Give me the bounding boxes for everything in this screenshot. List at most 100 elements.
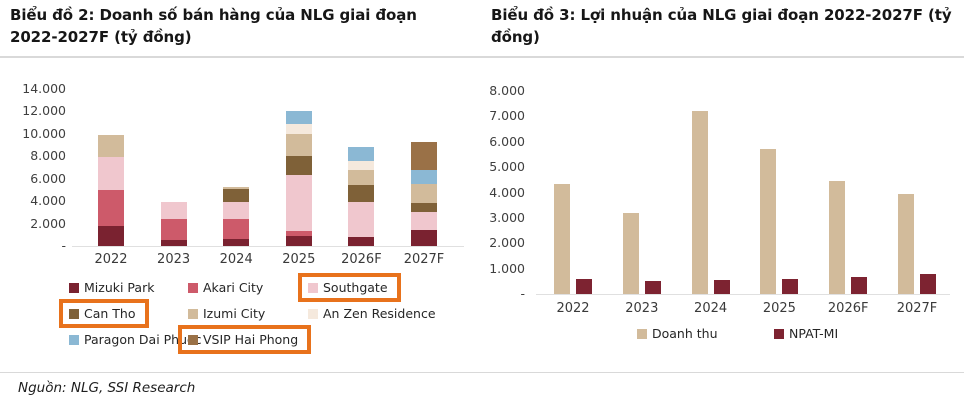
legend-swatch-can-tho: [69, 308, 79, 319]
bar-segment-can-tho: [285, 156, 312, 176]
bar-segment-an-zen-residence: [285, 123, 312, 134]
legend-swatch-izumi-city: [188, 308, 198, 319]
header-divider: [0, 56, 964, 58]
bar-segment-akari-city: [285, 231, 312, 236]
x-axis-label: 2026F: [341, 252, 382, 267]
bar-segment-can-tho: [348, 185, 375, 203]
legend-item-doanh-thu: Doanh thu: [637, 327, 718, 340]
y-axis-label: -: [520, 286, 525, 302]
legend-swatch-npat-mi: [774, 328, 784, 339]
bar-segment-mizuki-park: [160, 240, 187, 246]
bar-segment-paragon-dai-phuoc: [348, 147, 375, 161]
x-axis-label: 2024: [219, 252, 253, 267]
legend-item-mizuki-park: Mizuki Park: [69, 281, 154, 294]
bar-segment-paragon-dai-phuoc: [411, 169, 437, 185]
legend-swatch-mizuki-park: [69, 282, 79, 293]
bar-segment-an-zen-residence: [348, 160, 375, 170]
bar-npat-mi: [713, 280, 730, 294]
legend-item-southgate-highlighted: Southgate: [298, 273, 401, 302]
bar-npat-mi: [644, 281, 661, 294]
legend-label: NPAT-MI: [789, 326, 839, 341]
bar-doanh-thu: [898, 193, 914, 294]
bar-segment-izumi-city: [411, 184, 437, 204]
bar-doanh-thu: [691, 111, 708, 294]
bar-segment-vsip-hai-phong: [411, 141, 437, 170]
bar-segment-southgate: [98, 157, 124, 190]
legend-label: Southgate: [323, 280, 388, 295]
legend-swatch-akari-city: [188, 282, 198, 293]
x-axis-label: 2026F: [827, 301, 869, 316]
bar-segment-can-tho: [411, 203, 437, 213]
legend-swatch-an-zen-residence: [308, 308, 318, 319]
legend-label: Mizuki Park: [84, 280, 155, 295]
legend-item-can-tho-highlighted: Can Tho: [59, 299, 149, 328]
bar-segment-izumi-city: [98, 134, 124, 158]
legend-label: Doanh thu: [652, 326, 718, 341]
legend-swatch-southgate: [308, 282, 318, 293]
legend-label: VSIP Hai Phong: [203, 332, 299, 347]
y-axis-label: 7.000: [489, 108, 525, 124]
legend-label: Izumi City: [203, 306, 266, 321]
bar-doanh-thu: [760, 149, 777, 294]
source-note: Nguồn: NLG, SSI Research: [18, 380, 196, 396]
legend-label: Can Tho: [84, 306, 136, 321]
bar-doanh-thu: [829, 181, 846, 294]
legend-swatch-doanh-thu: [637, 328, 647, 339]
y-axis-label: 3.000: [489, 210, 525, 225]
bar-segment-izumi-city: [348, 169, 375, 186]
bar-segment-southgate: [160, 202, 187, 220]
bar-doanh-thu: [554, 183, 570, 294]
chart-title-profit: Biểu đồ 3: Lợi nhuận của NLG giai đoạn 2…: [491, 6, 952, 46]
bar-segment-mizuki-park: [98, 225, 124, 246]
legend-swatch-vsip-hai-phong: [188, 334, 198, 345]
y-axis-label: 2.000: [30, 215, 66, 231]
bar-segment-izumi-city: [223, 186, 250, 189]
bar-segment-southgate: [348, 202, 375, 237]
bar-segment-mizuki-park: [285, 235, 312, 246]
legend-label: Akari City: [203, 280, 264, 295]
y-axis-label: 1.000: [489, 260, 525, 276]
legend-swatch-paragon-dai-phuoc: [69, 334, 79, 345]
x-axis-label: 2024: [694, 301, 728, 316]
legend-item-akari-city: Akari City: [188, 281, 263, 294]
x-axis-label: 2023: [625, 301, 659, 316]
x-axis-label: 2025: [762, 301, 796, 316]
y-axis-label: 12.000: [22, 103, 66, 119]
y-axis-label: 10.000: [22, 125, 66, 141]
y-axis-label: 8.000: [489, 83, 525, 98]
y-axis-label: 2.000: [489, 235, 525, 251]
x-axis-label: 2027F: [403, 252, 445, 267]
bar-segment-mizuki-park: [411, 230, 437, 246]
bar-segment-akari-city: [223, 219, 250, 240]
y-axis-label: 6.000: [30, 170, 66, 186]
bar-npat-mi: [576, 279, 592, 294]
y-axis-label: 14.000: [22, 81, 66, 96]
y-axis-label: 6.000: [489, 133, 525, 149]
legend-item-izumi-city: Izumi City: [188, 307, 265, 320]
x-axis-baseline: [536, 294, 950, 295]
x-axis-label: 2022: [556, 301, 590, 316]
bar-segment-mizuki-park: [348, 237, 375, 246]
chart-title-sales: Biểu đồ 2: Doanh số bán hàng của NLG gia…: [10, 6, 417, 46]
x-axis-label: 2022: [94, 252, 128, 267]
bar-segment-southgate: [223, 202, 250, 220]
bar-segment-southgate: [411, 212, 437, 231]
bar-doanh-thu: [622, 212, 639, 294]
x-axis-label: 2025: [282, 252, 316, 267]
bar-segment-akari-city: [160, 219, 187, 241]
legend-item-npat-mi: NPAT-MI: [774, 327, 838, 340]
y-axis-label: 8.000: [30, 148, 66, 164]
legend-item-vsip-hai-phong-highlighted: VSIP Hai Phong: [178, 325, 312, 354]
x-axis-label: 2023: [157, 252, 191, 267]
bar-segment-izumi-city: [285, 133, 312, 157]
footer-divider: [0, 372, 964, 373]
legend-label: Paragon Dai Phuoc: [84, 332, 202, 347]
y-axis-label: 4.000: [30, 193, 66, 209]
bar-npat-mi: [920, 273, 936, 294]
y-axis-label: 5.000: [489, 159, 525, 175]
bar-segment-mizuki-park: [223, 239, 250, 246]
legend-item-an-zen-residence: An Zen Residence: [308, 307, 436, 320]
bar-segment-southgate: [285, 175, 312, 232]
bar-segment-can-tho: [223, 188, 250, 203]
